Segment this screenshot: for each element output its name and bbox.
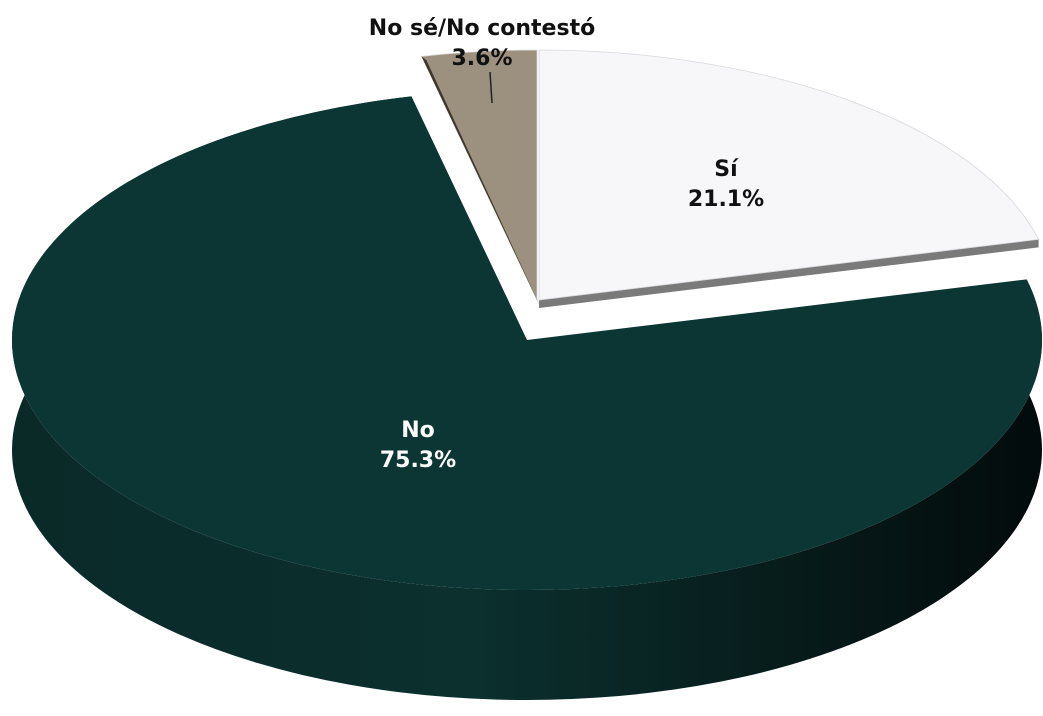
- slice-si-wall: [539, 239, 1039, 308]
- slice-label-si-name: Sí: [714, 157, 738, 182]
- slice-no: [12, 96, 1042, 590]
- slice-label-no-se-name: No sé/No contestó: [368, 16, 596, 41]
- slice-si: [538, 49, 1040, 301]
- leader-line: [489, 71, 493, 104]
- slice-label-no-se: No sé/No contestó 3.6%: [369, 14, 595, 74]
- slice-no-se-edge: [421, 56, 540, 306]
- slice-label-no-se-value: 3.6%: [451, 46, 513, 71]
- slice-label-no: No 75.3%: [380, 416, 456, 476]
- slice-label-si: Sí 21.1%: [688, 155, 764, 215]
- slice-label-no-name: No: [401, 418, 435, 443]
- slice-label-si-value: 21.1%: [687, 187, 765, 212]
- slice-label-no-value: 75.3%: [379, 448, 457, 473]
